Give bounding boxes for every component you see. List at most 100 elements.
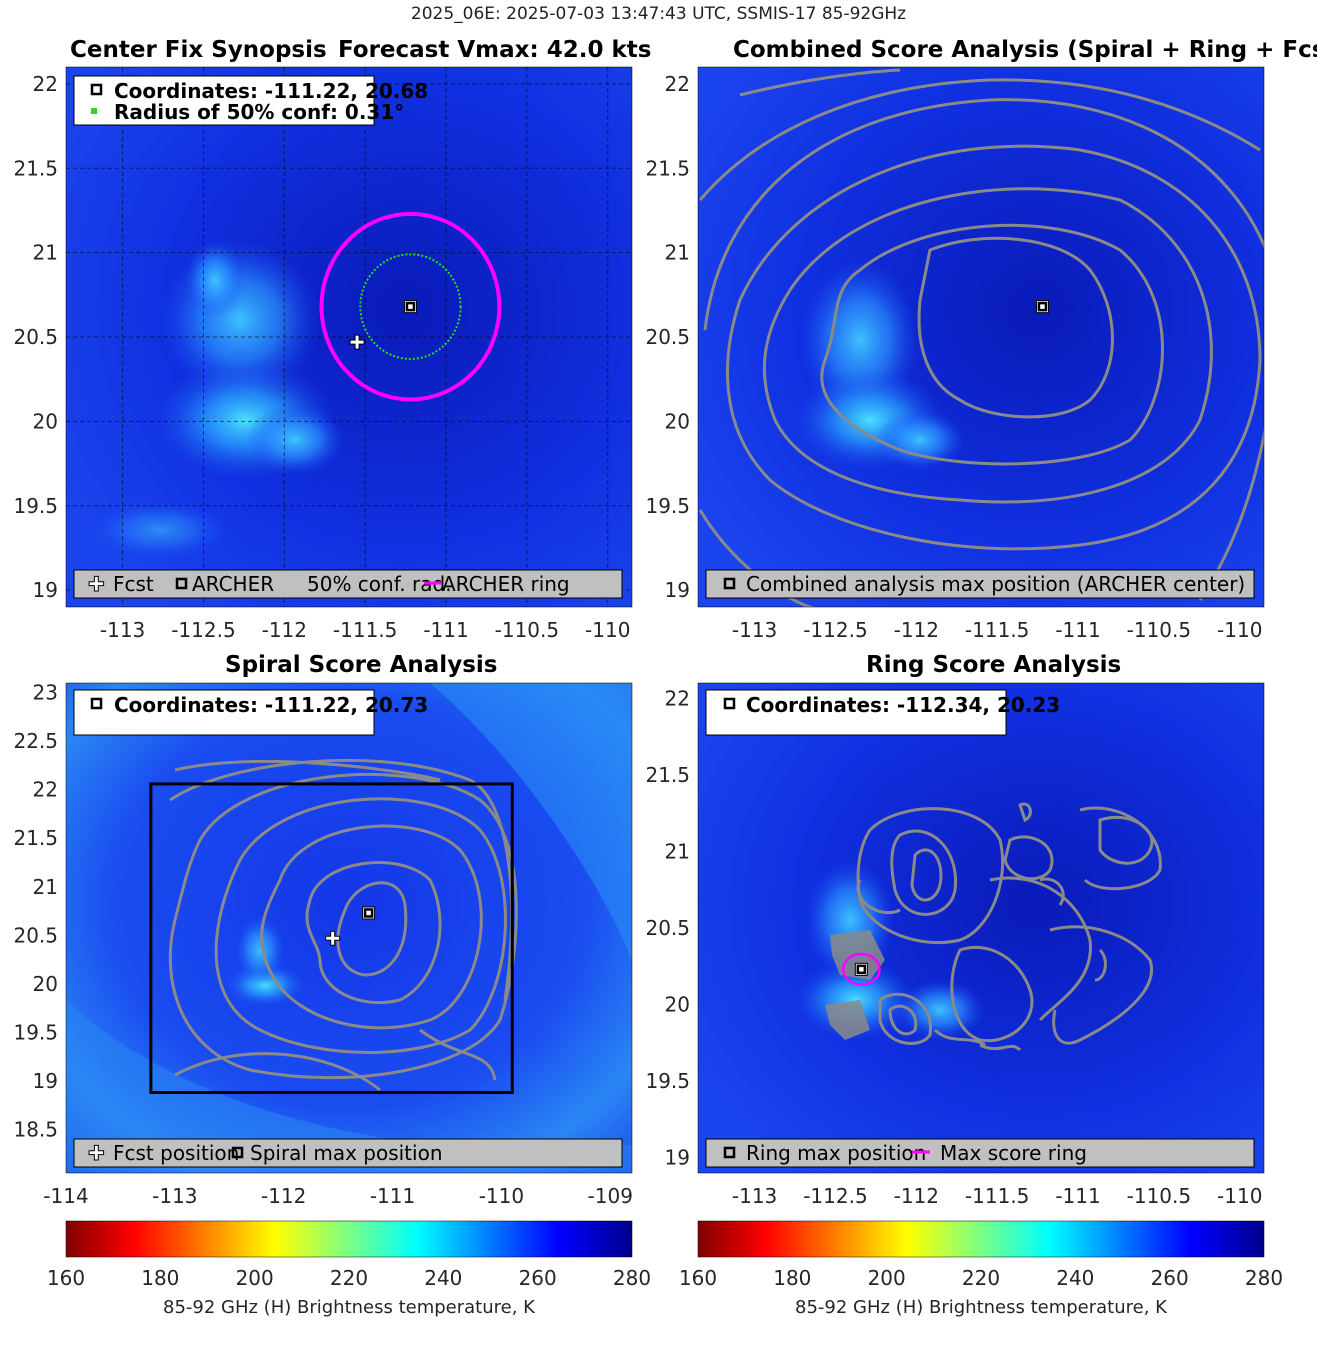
x-tick-label: -112.5: [171, 618, 235, 642]
panel3-legend: ✚ Fcst position Spiral max position: [73, 1138, 623, 1168]
panel1-subtitle: Forecast Vmax: 42.0 kts: [338, 37, 651, 63]
x-tick-label: -111.5: [965, 1184, 1029, 1208]
colorbar-left-ticks: 160 180 200 220 240 260 280: [47, 1266, 651, 1290]
ring-info-icon: [723, 697, 736, 710]
panel1-axis-ticks: -113 -112.5 -112 -111.5 -111 -110.5 -110 19 19.5…: [13, 72, 630, 642]
y-tick-label: 20.5: [645, 916, 690, 940]
x-tick-label: -110.5: [1127, 1184, 1191, 1208]
plus-icon: ✚: [88, 572, 105, 596]
panel1-legend-archer: ARCHER: [192, 572, 274, 596]
colorbar-tick-label: 240: [1056, 1266, 1094, 1290]
search-box: [149, 782, 514, 1094]
x-tick-label: -112: [894, 618, 939, 642]
spiral-info-icon: [90, 697, 103, 710]
colorbar-tick-label: 280: [1245, 1266, 1283, 1290]
panel-combined: Combined Score Analysis (Spiral + Ring +…: [645, 37, 1317, 642]
y-tick-label: 19: [33, 578, 58, 602]
panel3-legend-spiral: Spiral max position: [250, 1141, 443, 1165]
y-tick-label: 19: [665, 578, 690, 602]
archer-square-icon: [175, 577, 188, 590]
spiral-max-marker: [363, 908, 374, 918]
x-tick-label: -112: [261, 1184, 306, 1208]
panel3-axis-ticks: -114 -113 -112 -111 -110 -109 18.5 19 19.5 20 20.5…: [13, 681, 632, 1208]
y-tick-label: 20: [33, 972, 58, 996]
conf-legend-icon: [91, 108, 97, 114]
x-tick-label: -111.5: [333, 618, 397, 642]
y-tick-label: 20.5: [13, 923, 58, 947]
y-tick-label: 21: [665, 241, 690, 265]
x-tick-label: -113: [732, 1184, 777, 1208]
x-tick-label: -112: [262, 618, 307, 642]
ring-square-icon: [723, 1146, 736, 1159]
x-tick-label: -111: [1055, 1184, 1100, 1208]
panel1-legend-ring: ARCHER ring: [442, 572, 570, 596]
max-score-ring: [841, 952, 881, 986]
panel-spiral: Spiral Score Analysis -114 -113 -112 -111 -1…: [13, 652, 632, 1208]
x-tick-label: -114: [43, 1184, 88, 1208]
panel4-legend-ringmax: Ring max position: [746, 1141, 926, 1165]
y-tick-label: 20: [665, 409, 690, 433]
conf-circle: [359, 253, 462, 360]
panel4-info-box: Coordinates: -112.34, 20.23: [705, 689, 1060, 736]
panel4-legend-maxring: Max score ring: [940, 1141, 1087, 1165]
panel4-markers: [841, 952, 881, 986]
panel3-legend-fcst: Fcst position: [113, 1141, 239, 1165]
panel2-title: Combined Score Analysis (Spiral + Ring +…: [733, 37, 1317, 63]
x-tick-label: -111: [1055, 618, 1100, 642]
y-tick-label: 21.5: [645, 156, 690, 180]
panel4-info-line1: Coordinates: -112.34, 20.23: [746, 693, 1060, 717]
combined-max-marker: [1037, 301, 1048, 312]
colorbar-tick-label: 220: [962, 1266, 1000, 1290]
x-tick-label: -110.5: [495, 618, 559, 642]
ring-max-marker: [856, 964, 867, 975]
y-tick-label: 22: [33, 778, 58, 802]
colorbar-tick-label: 260: [1151, 1266, 1189, 1290]
x-tick-label: -112.5: [803, 1184, 867, 1208]
forecast-marker: [325, 930, 341, 946]
y-tick-label: 20.5: [645, 325, 690, 349]
panel1-info-box: Coordinates: -111.22, 20.68 Radius of 50…: [73, 75, 428, 126]
y-tick-label: 20: [665, 993, 690, 1017]
y-tick-label: 18.5: [13, 1117, 58, 1141]
y-tick-label: 21: [33, 875, 58, 899]
x-tick-label: -113: [732, 618, 777, 642]
panel1-info-line2: Radius of 50% conf: 0.31°: [114, 100, 404, 124]
spiral-square-icon: [231, 1146, 244, 1159]
panel-ring: Ring Score Analysis: [645, 652, 1265, 1208]
panel2-heatmap: [698, 67, 1264, 607]
panel3-markers: [149, 782, 514, 1094]
panel-center-fix: Center Fix Synopsis Forecast Vmax: 42.0 …: [13, 37, 651, 642]
colorbar-tick-label: 160: [679, 1266, 717, 1290]
panel4-legend: Ring max position Max score ring: [705, 1138, 1255, 1168]
colorbar-tick-label: 200: [236, 1266, 274, 1290]
colorbar-tick-label: 180: [141, 1266, 179, 1290]
panel4-title: Ring Score Analysis: [866, 652, 1121, 678]
y-tick-label: 19.5: [645, 494, 690, 518]
forecast-marker: [349, 334, 365, 350]
y-tick-label: 21: [33, 241, 58, 265]
archer-legend-icon: [90, 83, 103, 96]
panel1-legend-fcst: Fcst: [113, 572, 154, 596]
x-tick-label: -111.5: [965, 618, 1029, 642]
colorbar-tick-label: 200: [868, 1266, 906, 1290]
colorbar-tick-label: 280: [613, 1266, 651, 1290]
x-tick-label: -113: [152, 1184, 197, 1208]
y-tick-label: 21: [665, 839, 690, 863]
panel4-axis-ticks: -113 -112.5 -112 -111.5 -111 -110.5 -110 19 19.5…: [645, 686, 1262, 1208]
y-tick-label: 20: [33, 409, 58, 433]
colorbar-right-label: 85-92 GHz (H) Brightness temperature, K: [795, 1297, 1168, 1318]
y-tick-label: 21.5: [13, 826, 58, 850]
panel1-legend: ✚ Fcst ARCHER 50% conf. rad. ARCHER ring: [73, 569, 623, 599]
panel2-axis-ticks: -113 -112.5 -112 -111.5 -111 -110.5 -110 19 19.5…: [645, 72, 1262, 642]
x-tick-label: -109: [588, 1184, 633, 1208]
figure-title: 2025_06E: 2025-07-03 13:47:43 UTC, SSMIS…: [410, 4, 907, 24]
y-tick-label: 22: [665, 72, 690, 96]
colorbar-tick-label: 260: [519, 1266, 557, 1290]
y-tick-label: 21.5: [645, 763, 690, 787]
panel4-contours: [856, 802, 1162, 1052]
colorbar-right: 160 180 200 220 240 260 280 85-92 GHz (H) Brig…: [679, 1220, 1283, 1318]
archer-center-marker: [405, 301, 416, 312]
y-tick-label: 19.5: [645, 1069, 690, 1093]
colorbar-tick-label: 180: [773, 1266, 811, 1290]
